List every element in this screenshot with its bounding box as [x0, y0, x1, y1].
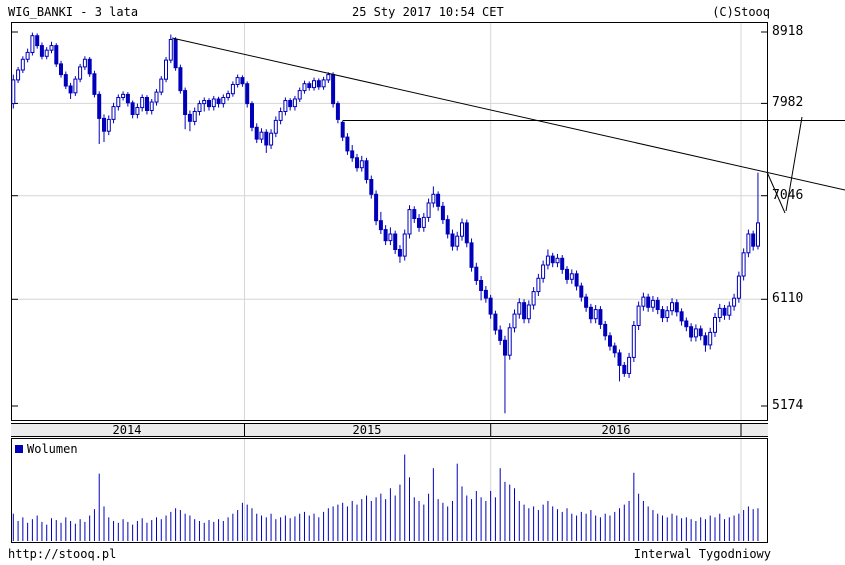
- copyright-label: (C)Stooq: [712, 5, 770, 19]
- y-axis-tick-8918: 8918: [772, 24, 804, 39]
- volume-panel: Wolumen: [11, 438, 768, 543]
- interval-label: Interwal Tygodniowy: [633, 547, 771, 561]
- source-url: http://stooq.pl: [8, 547, 117, 561]
- chart-datetime: 25 Sty 2017 10:54 CET: [352, 5, 504, 19]
- y-axis-tick-7046: 7046: [772, 188, 804, 203]
- year-label-2016: 2016: [601, 423, 631, 437]
- year-label-2015: 2015: [352, 423, 382, 437]
- volume-legend-label: Wolumen: [27, 442, 78, 456]
- chart-title: WIG_BANKI - 3 lata: [8, 5, 139, 19]
- volume-swatch-icon: [15, 445, 23, 453]
- x-axis-year-band: 2014 2015 2016: [11, 423, 768, 437]
- y-axis-tick-5174: 5174: [772, 398, 804, 413]
- year-label-2014: 2014: [112, 423, 142, 437]
- y-axis-tick-6110: 6110: [772, 291, 804, 306]
- y-axis-tick-7982: 7982: [772, 95, 804, 110]
- price-chart-panel: [11, 22, 768, 421]
